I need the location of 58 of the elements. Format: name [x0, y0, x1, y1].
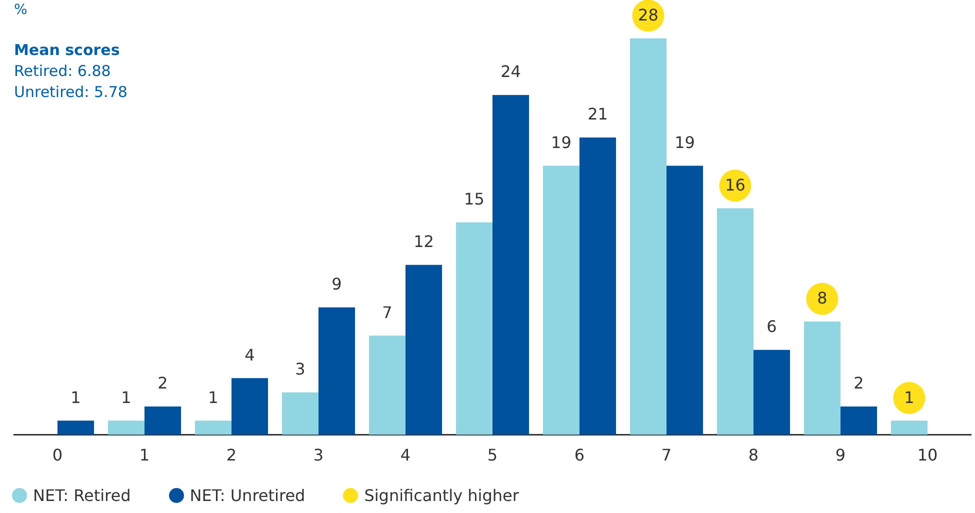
data-label: 1: [121, 388, 132, 407]
bar: [58, 420, 94, 435]
data-label: 24: [500, 62, 521, 82]
bar: [890, 420, 928, 435]
data-label: 19: [551, 132, 572, 152]
data-label: 28: [638, 5, 658, 24]
data-label: 19: [674, 132, 695, 152]
bar: [666, 166, 704, 435]
x-tick-label: 5: [487, 446, 498, 465]
data-label: 16: [725, 175, 746, 194]
bar: [840, 406, 878, 435]
data-label: 1: [208, 388, 218, 407]
annotation: Retired: 6.88: [14, 61, 112, 82]
bar: [456, 222, 492, 435]
x-tick-label: 6: [574, 446, 585, 465]
data-label: 3: [295, 359, 306, 378]
bar: [194, 420, 232, 435]
data-label: 1: [904, 388, 914, 407]
data-label: 21: [588, 104, 608, 124]
data-label: 8: [817, 288, 828, 308]
x-tick-label: 1: [139, 446, 150, 465]
data-label: 2: [854, 374, 864, 393]
bar: [492, 94, 530, 435]
legend-label: Significantly higher: [364, 486, 519, 505]
x-tick-label: 10: [917, 446, 938, 465]
y-axis-title: %: [14, 2, 28, 18]
bar: [580, 137, 616, 435]
legend-label: NET: Unretired: [190, 486, 306, 505]
bar: [630, 38, 666, 435]
annotation: Unretired: 5.78: [14, 82, 128, 103]
data-label: 1: [70, 388, 81, 407]
x-tick-label: 7: [661, 446, 672, 465]
bar: [716, 208, 754, 435]
x-tick-label: 9: [835, 446, 846, 465]
data-label: 2: [158, 374, 168, 393]
x-tick-label: 8: [748, 446, 759, 465]
annotation: Mean scores: [14, 40, 121, 61]
x-tick-label: 0: [52, 446, 63, 465]
bar: [282, 392, 318, 435]
data-label: 15: [464, 190, 484, 209]
data-label: 7: [382, 302, 392, 322]
bar: [232, 378, 268, 435]
legend-label: NET: Retired: [33, 486, 131, 505]
bar: [754, 350, 790, 435]
x-tick-label: 4: [400, 446, 411, 465]
data-label: 12: [414, 232, 434, 252]
x-tick-label: 2: [226, 446, 237, 465]
data-label: 6: [766, 316, 777, 336]
bar: [406, 264, 442, 435]
data-label: 9: [332, 274, 342, 294]
bar: [804, 322, 840, 435]
bar: [108, 420, 144, 435]
bar: [318, 307, 356, 435]
bar: [542, 166, 580, 435]
bar: [368, 336, 406, 435]
bar: [144, 406, 182, 435]
data-label: 4: [244, 345, 255, 364]
x-tick-label: 3: [313, 446, 324, 465]
